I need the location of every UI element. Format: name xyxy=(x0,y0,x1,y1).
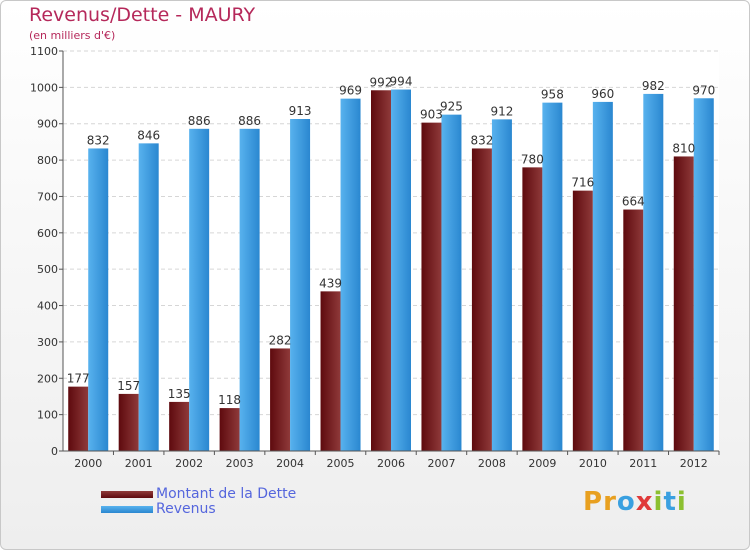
x-tick-label: 2001 xyxy=(125,457,153,470)
logo-letter: i xyxy=(676,487,687,517)
legend-swatch-revenus xyxy=(101,506,153,513)
data-label-dette: 903 xyxy=(420,108,443,122)
data-label-dette: 716 xyxy=(571,176,594,190)
data-label-revenus: 994 xyxy=(390,75,413,89)
data-label-dette: 177 xyxy=(67,372,90,386)
y-tick-label: 0 xyxy=(51,445,58,458)
data-label-revenus: 958 xyxy=(541,88,564,102)
bar-dette xyxy=(118,393,139,451)
data-label-dette: 780 xyxy=(521,152,544,166)
data-label-revenus: 970 xyxy=(692,83,715,97)
x-tick-label: 2004 xyxy=(276,457,304,470)
logo-letter: P xyxy=(583,487,604,517)
bar-dette xyxy=(371,90,391,451)
bar-revenus xyxy=(340,98,361,452)
bar-dette xyxy=(471,148,492,452)
logo-letter: x xyxy=(635,487,654,517)
data-label-revenus: 886 xyxy=(188,114,211,128)
data-label-dette: 992 xyxy=(370,75,393,89)
bar-revenus xyxy=(693,98,714,451)
bar-revenus xyxy=(138,143,159,451)
bar-revenus xyxy=(441,114,462,452)
bar-dette xyxy=(320,291,341,451)
x-tick-label: 2003 xyxy=(226,457,254,470)
y-tick-label: 500 xyxy=(37,263,58,276)
bar-dette xyxy=(572,190,593,452)
bar-dette xyxy=(169,401,190,451)
data-label-revenus: 960 xyxy=(591,87,614,101)
bar-revenus xyxy=(290,119,311,451)
proxiti-logo: Proxiti xyxy=(583,487,687,517)
y-tick-label: 300 xyxy=(37,336,58,349)
bar-revenus xyxy=(491,119,512,451)
bar-dette xyxy=(623,209,644,451)
y-tick-label: 700 xyxy=(37,190,58,203)
y-tick-label: 400 xyxy=(37,300,58,313)
logo-letter: r xyxy=(603,487,617,517)
x-tick-label: 2002 xyxy=(175,457,203,470)
data-label-revenus: 846 xyxy=(137,128,160,142)
logo-letter: o xyxy=(616,487,636,517)
data-label-dette: 157 xyxy=(117,379,140,393)
bar-revenus xyxy=(592,101,613,451)
bar-dette xyxy=(673,156,694,452)
x-tick-label: 2011 xyxy=(629,457,657,470)
bar-dette xyxy=(522,167,543,451)
data-label-dette: 135 xyxy=(168,387,191,401)
y-tick-label: 900 xyxy=(37,118,58,131)
y-tick-label: 100 xyxy=(37,409,58,422)
bar-dette xyxy=(68,386,89,451)
data-label-dette: 664 xyxy=(622,195,645,209)
x-tick-label: 2010 xyxy=(579,457,607,470)
x-tick-label: 2009 xyxy=(528,457,556,470)
bar-dette xyxy=(219,408,240,451)
data-label-dette: 118 xyxy=(218,393,241,407)
data-label-revenus: 982 xyxy=(642,79,665,93)
data-label-dette: 810 xyxy=(672,141,695,155)
bar-dette xyxy=(270,348,291,451)
bar-revenus xyxy=(189,128,210,451)
y-tick-label: 200 xyxy=(37,372,58,385)
y-tick-label: 1100 xyxy=(30,45,58,58)
x-tick-label: 2005 xyxy=(327,457,355,470)
logo-letter: t xyxy=(663,487,677,517)
legend-label-dette: Montant de la Dette xyxy=(156,486,297,502)
x-tick-label: 2000 xyxy=(74,457,102,470)
chart-title: Revenus/Dette - MAURY xyxy=(29,4,256,26)
y-tick-label: 800 xyxy=(37,154,58,167)
bar-revenus xyxy=(88,148,109,452)
data-label-revenus: 925 xyxy=(440,100,463,114)
logo-letter: i xyxy=(653,487,664,517)
legend-swatch-dette xyxy=(101,491,153,498)
bar-dette xyxy=(421,122,442,452)
y-tick-label: 1000 xyxy=(30,81,58,94)
bar-revenus xyxy=(239,128,260,451)
data-label-dette: 832 xyxy=(470,133,493,147)
bar-revenus xyxy=(391,89,411,451)
x-tick-label: 2012 xyxy=(680,457,708,470)
legend-label-revenus: Revenus xyxy=(156,501,216,517)
data-label-revenus: 969 xyxy=(339,84,362,98)
x-tick-label: 2008 xyxy=(478,457,506,470)
x-tick-label: 2007 xyxy=(427,457,455,470)
bar-revenus xyxy=(542,102,563,452)
data-label-revenus: 913 xyxy=(289,104,312,118)
data-label-dette: 282 xyxy=(269,333,292,347)
data-label-dette: 439 xyxy=(319,276,342,290)
x-tick-label: 2006 xyxy=(377,457,405,470)
data-label-revenus: 832 xyxy=(87,133,110,147)
y-tick-label: 600 xyxy=(37,227,58,240)
data-label-revenus: 886 xyxy=(238,114,261,128)
chart-subtitle: (en milliers d'€) xyxy=(29,29,116,42)
data-label-revenus: 912 xyxy=(490,104,513,118)
bar-revenus xyxy=(643,93,664,451)
